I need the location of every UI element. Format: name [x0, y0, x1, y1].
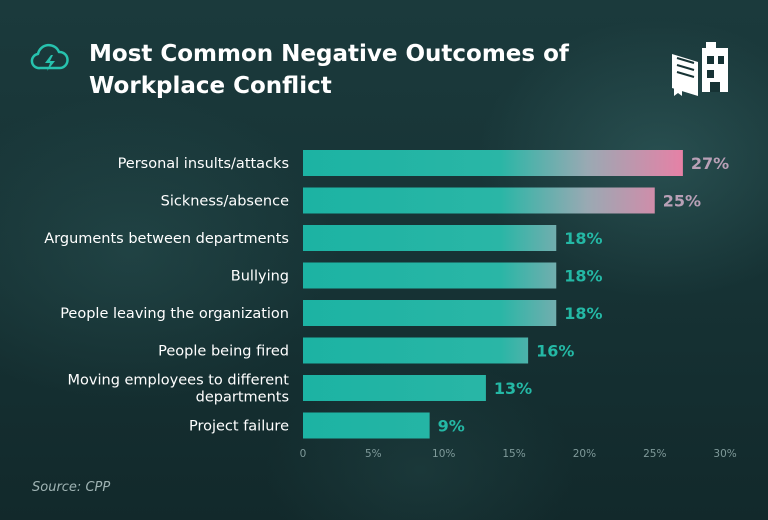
cloud-lightning-icon — [30, 43, 69, 71]
bar-8 — [303, 412, 430, 439]
x-tick-1: 5% — [365, 448, 382, 460]
bar-6 — [303, 337, 529, 364]
bar-7 — [303, 375, 486, 401]
value-label-7: 13% — [494, 379, 532, 398]
value-label-5: 18% — [564, 304, 602, 323]
category-label-6: People being fired — [158, 344, 289, 360]
value-label-3: 18% — [564, 229, 602, 248]
x-tick-0: 0 — [300, 448, 307, 460]
chart-title: Most Common Negative Outcomes of Workpla… — [89, 38, 609, 102]
value-label-8: 9% — [438, 417, 465, 436]
value-label-1: 27% — [691, 154, 729, 173]
value-label-2: 25% — [663, 192, 701, 211]
category-label-2: Sickness/absence — [161, 194, 289, 210]
x-tick-4: 20% — [573, 448, 596, 460]
category-label-8: Project failure — [189, 419, 289, 435]
bar-1 — [303, 150, 683, 176]
bars-layer: Personal insults/attacks 27% Sickness/abse… — [44, 150, 729, 439]
chart-title-line-2: Workplace Conflict — [89, 73, 332, 99]
x-tick-5: 25% — [643, 448, 666, 460]
bar-5 — [303, 300, 557, 326]
category-label-5: People leaving the organization — [60, 306, 289, 322]
bar-3 — [303, 225, 557, 251]
bar-4 — [303, 262, 557, 289]
x-tick-3: 15% — [502, 448, 525, 460]
x-tick-2: 10% — [432, 448, 455, 460]
book-building-logo — [672, 42, 728, 96]
category-label-7: Moving employees to different departments — [68, 373, 290, 406]
category-label-4: Bullying — [231, 269, 289, 285]
value-label-4: 18% — [564, 267, 602, 286]
category-label-3: Arguments between departments — [44, 231, 289, 247]
source-note: Source: CPP — [32, 480, 111, 495]
value-label-6: 16% — [536, 342, 574, 361]
bar-2 — [303, 187, 655, 214]
category-label-1: Personal insults/attacks — [118, 156, 289, 172]
chart-title-line-1: Most Common Negative Outcomes of — [89, 41, 569, 67]
x-tick-6: 30% — [713, 448, 736, 460]
x-axis: 0 5% 10% 15% 20% 25% 30% — [300, 448, 737, 460]
